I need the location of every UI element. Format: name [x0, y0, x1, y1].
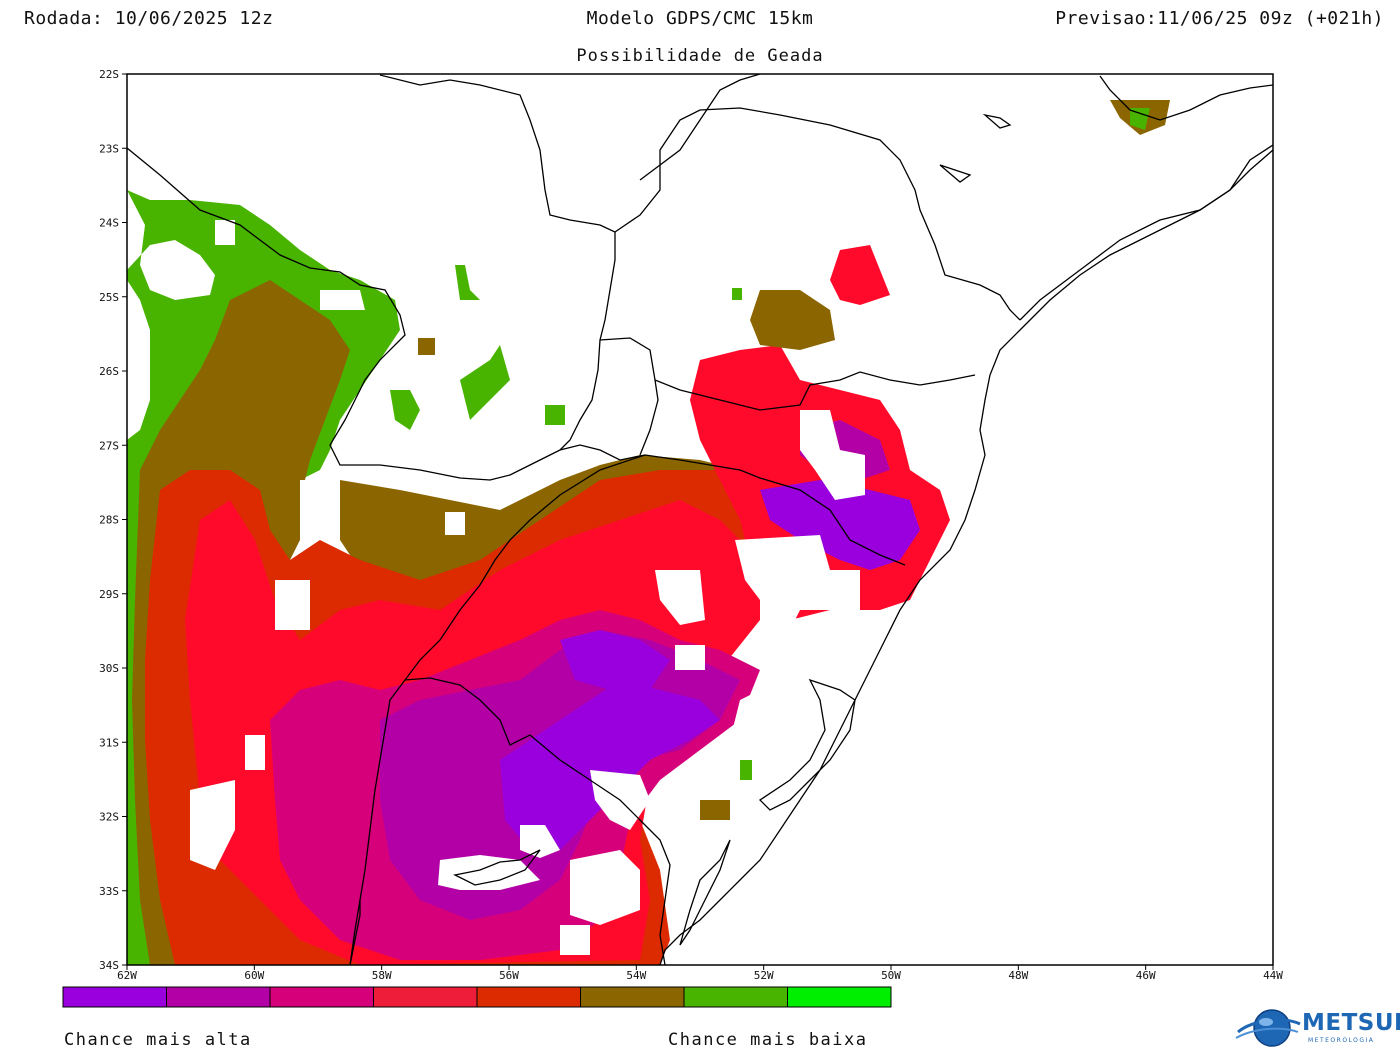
color-scale-box	[683, 986, 788, 1008]
border-ms-north	[639, 74, 761, 181]
patch-green-5	[732, 288, 742, 300]
lat-tick-label: 31S	[99, 736, 119, 749]
island-rj	[939, 164, 972, 183]
no-frost-area-12	[275, 580, 310, 630]
border-brazil-paraguay-east	[599, 337, 659, 456]
no-frost-area-18	[215, 220, 235, 245]
rio-negro-reservoir	[453, 849, 541, 886]
field-purple-core	[500, 680, 720, 850]
map-title: Possibilidade de Geada	[576, 46, 824, 66]
longitude-axis: 62W 60W 58W 56W 54W 52W 50W 48W 46W 44W	[117, 965, 1283, 982]
no-frost-area-2	[730, 690, 780, 780]
patch-green-4	[545, 405, 565, 425]
no-frost-area-14	[190, 780, 235, 870]
lagoa-mirim	[679, 839, 731, 946]
patch-green-1	[390, 390, 420, 430]
lat-tick-label: 25S	[99, 291, 119, 304]
color-scale-box	[787, 986, 892, 1008]
lon-tick-label: 48W	[1008, 969, 1028, 982]
border-rj-mg	[1099, 75, 1273, 121]
no-frost-area-7	[560, 925, 590, 955]
coastline	[659, 144, 1273, 965]
lon-tick-label: 60W	[244, 969, 264, 982]
no-frost-area-15	[800, 410, 865, 500]
lat-tick-label: 23S	[99, 142, 119, 155]
lagoa-dos-patos	[758, 678, 856, 811]
patch-olive-sw	[700, 800, 730, 820]
lat-tick-label: 26S	[99, 365, 119, 378]
no-frost-area-16	[127, 280, 150, 440]
field-red-north	[830, 245, 890, 305]
logo-subtext: METEOROLOGIA	[1308, 1037, 1375, 1044]
color-scale-box	[62, 986, 167, 1008]
no-frost-area-3	[655, 570, 705, 625]
border-argentina-paraguay	[127, 147, 646, 481]
no-frost-area-9	[520, 825, 560, 858]
border-sc-rs	[644, 454, 906, 566]
run-time-label: Rodada: 10/06/2025 12z	[24, 8, 274, 29]
lat-tick-label: 29S	[99, 588, 119, 601]
no-frost-area-11	[445, 512, 465, 535]
lon-tick-label: 62W	[117, 969, 137, 982]
patch-green-2	[460, 345, 510, 420]
border-sp	[1019, 149, 1273, 321]
lon-tick-label: 50W	[881, 969, 901, 982]
rio-da-prata	[349, 900, 361, 965]
metsul-logo: METSUL METEOROLOGIA	[1232, 1006, 1400, 1050]
no-frost-area-19	[320, 290, 365, 310]
field-purple-north	[560, 630, 670, 690]
no-frost-area-1	[735, 535, 860, 640]
lat-tick-label: 34S	[99, 959, 119, 972]
lon-tick-label: 58W	[372, 969, 392, 982]
logo-wordmark: METSUL	[1302, 1010, 1400, 1036]
no-frost-area-17	[127, 190, 215, 300]
lat-tick-label: 30S	[99, 662, 119, 675]
political-borders	[127, 74, 1273, 965]
border-ms-pr	[614, 107, 1021, 321]
color-scale-box	[476, 986, 581, 1008]
patch-green-sw	[740, 760, 752, 780]
lat-tick-label: 27S	[99, 439, 119, 452]
frost-field-layer	[127, 100, 1170, 965]
lat-tick-label: 28S	[99, 514, 119, 527]
legend-low-label: Chance mais baixa	[668, 1030, 868, 1050]
border-paraguay-north	[379, 74, 616, 451]
field-olive-northeast	[750, 290, 835, 350]
lon-tick-label: 46W	[1136, 969, 1156, 982]
border-rs-argentina	[349, 454, 646, 965]
border-pr-sc	[654, 371, 976, 411]
no-frost-area-6	[570, 850, 640, 925]
patch-green-se	[1130, 108, 1150, 130]
lon-tick-label: 52W	[754, 969, 774, 982]
globe-icon	[1235, 1009, 1301, 1047]
model-name-label: Modelo GDPS/CMC 15km	[586, 8, 814, 29]
border-uruguay-brazil	[404, 677, 671, 965]
lon-tick-label: 54W	[626, 969, 646, 982]
latitude-axis: 22S 23S 24S 25S 26S 27S 28S 29S 30S 31S 32S 33S 34S	[99, 68, 127, 972]
color-scale-box	[373, 986, 478, 1008]
lat-tick-label: 24S	[99, 217, 119, 230]
patch-green-3	[455, 265, 480, 300]
legend-high-label: Chance mais alta	[64, 1030, 252, 1050]
patch-olive-1	[418, 338, 435, 355]
lon-tick-label: 56W	[499, 969, 519, 982]
forecast-time-label: Previsao:11/06/25 09z (+021h)	[1055, 8, 1384, 29]
lat-tick-label: 22S	[99, 68, 119, 81]
color-scale-bar	[62, 986, 892, 1008]
no-frost-area-8	[438, 855, 540, 890]
lon-tick-label: 44W	[1263, 969, 1283, 982]
no-frost-area-13	[245, 735, 265, 770]
color-scale-box	[269, 986, 374, 1008]
lat-tick-label: 33S	[99, 885, 119, 898]
no-frost-area-4	[675, 645, 705, 670]
lat-tick-label: 32S	[99, 811, 119, 824]
no-frost-area-10	[300, 480, 340, 530]
island-sp	[982, 113, 1012, 129]
color-scale-box	[166, 986, 271, 1008]
color-scale-box	[580, 986, 685, 1008]
